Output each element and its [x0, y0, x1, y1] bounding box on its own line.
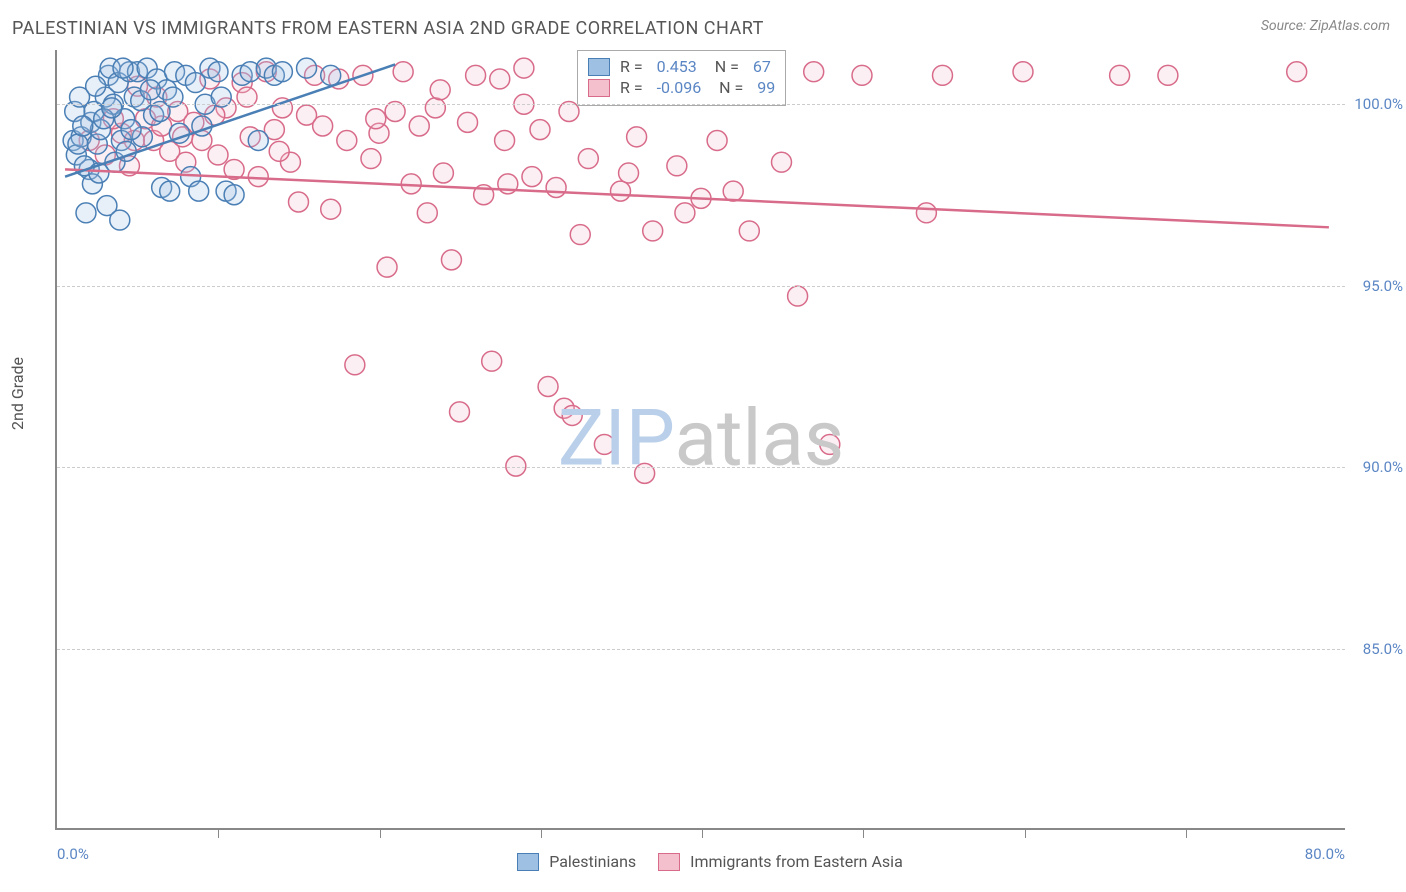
data-point	[772, 152, 792, 172]
data-point	[441, 250, 461, 270]
y-tick-label: 90.0%	[1363, 458, 1403, 476]
data-point	[578, 149, 598, 169]
data-point	[594, 434, 614, 454]
r-value-b: -0.096	[657, 78, 702, 97]
swatch-a	[588, 58, 610, 76]
data-point	[490, 69, 510, 89]
correlation-legend: R = 0.453 N = 67 R = -0.096 N = 99	[577, 50, 786, 106]
data-point	[1158, 65, 1178, 85]
chart-title: PALESTINIAN VS IMMIGRANTS FROM EASTERN A…	[12, 18, 764, 39]
data-point	[289, 192, 309, 212]
y-tick-label: 85.0%	[1363, 640, 1403, 658]
data-point	[916, 203, 936, 223]
data-point	[675, 203, 695, 223]
data-point	[337, 130, 357, 150]
data-point	[466, 65, 486, 85]
data-point	[788, 286, 808, 306]
data-point	[852, 65, 872, 85]
trend-line-b	[65, 169, 1329, 227]
r-value-a: 0.453	[657, 57, 697, 76]
data-point	[1287, 62, 1307, 82]
data-point	[224, 185, 244, 205]
n-value-b: 99	[757, 78, 775, 97]
data-point	[269, 141, 289, 161]
data-point	[361, 149, 381, 169]
data-point	[76, 203, 96, 223]
y-tick-label: 100.0%	[1354, 95, 1403, 113]
series-a-label: Palestinians	[549, 852, 636, 871]
data-point	[611, 181, 631, 201]
data-point	[433, 163, 453, 183]
data-point	[208, 145, 228, 165]
data-point	[313, 116, 333, 136]
data-point	[619, 163, 639, 183]
data-point	[627, 127, 647, 147]
data-point	[707, 130, 727, 150]
series-legend: Palestinians Immigrants from Eastern Asi…	[57, 852, 1345, 872]
data-point	[160, 181, 180, 201]
swatch-b-bottom	[658, 853, 680, 871]
data-point	[417, 203, 437, 223]
data-point	[321, 65, 341, 85]
data-point	[366, 109, 386, 129]
data-point	[297, 58, 317, 78]
data-point	[723, 181, 743, 201]
data-point	[450, 402, 470, 422]
data-point	[102, 98, 122, 118]
data-point	[458, 112, 478, 132]
y-tick-label: 95.0%	[1363, 277, 1403, 295]
data-point	[506, 456, 526, 476]
data-point	[425, 98, 445, 118]
data-point	[208, 62, 228, 82]
data-point	[73, 116, 93, 136]
data-point	[248, 167, 268, 187]
data-point	[189, 181, 209, 201]
data-point	[140, 80, 160, 100]
n-value-a: 67	[753, 57, 771, 76]
data-point	[409, 116, 429, 136]
data-point	[272, 62, 292, 82]
data-point	[522, 167, 542, 187]
data-point	[546, 178, 566, 198]
chart-svg	[57, 50, 1345, 828]
data-point	[121, 120, 141, 140]
data-point	[430, 80, 450, 100]
swatch-b	[588, 79, 610, 97]
data-point	[643, 221, 663, 241]
data-point	[68, 134, 88, 154]
data-point	[820, 434, 840, 454]
data-point	[739, 221, 759, 241]
data-point	[933, 65, 953, 85]
data-point	[514, 58, 534, 78]
series-b-label: Immigrants from Eastern Asia	[690, 852, 903, 871]
data-point	[393, 62, 413, 82]
data-point	[321, 199, 341, 219]
data-point	[482, 351, 502, 371]
data-point	[248, 130, 268, 150]
data-point	[377, 257, 397, 277]
data-point	[86, 76, 106, 96]
data-point	[562, 406, 582, 426]
data-point	[1013, 62, 1033, 82]
swatch-a-bottom	[517, 853, 539, 871]
data-point	[113, 58, 133, 78]
data-point	[538, 377, 558, 397]
y-axis-label: 2nd Grade	[8, 357, 27, 430]
data-point	[110, 210, 130, 230]
data-point	[804, 62, 824, 82]
data-point	[495, 130, 515, 150]
data-point	[570, 225, 590, 245]
data-point	[667, 156, 687, 176]
data-point	[1110, 65, 1130, 85]
plot-area: ZIPatlas R = 0.453 N = 67 R = -0.096 N =…	[55, 50, 1345, 830]
source-attribution: Source: ZipAtlas.com	[1261, 18, 1390, 34]
data-point	[530, 120, 550, 140]
data-point	[345, 355, 365, 375]
